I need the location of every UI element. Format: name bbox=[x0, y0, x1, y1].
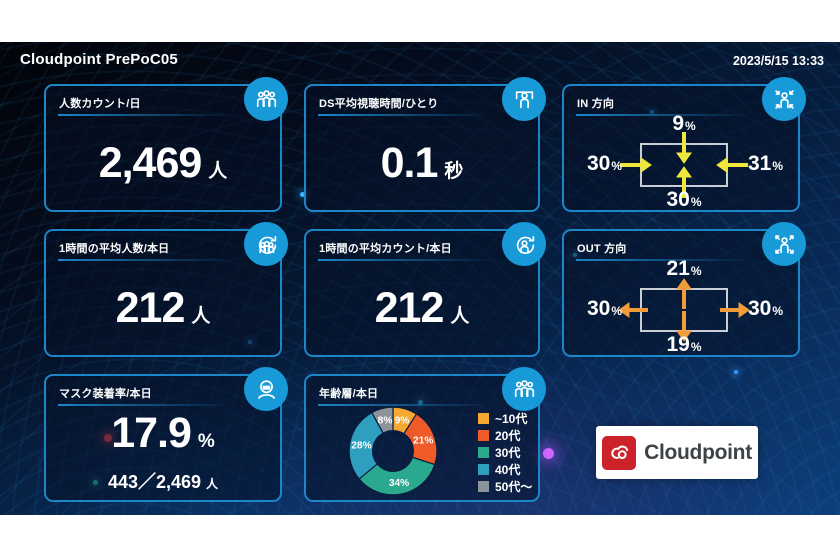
title-underline bbox=[576, 114, 744, 116]
ds-view-time-unit: 秒 bbox=[444, 160, 464, 182]
title-underline bbox=[318, 404, 484, 406]
donut-slice-label: 34% bbox=[389, 478, 409, 489]
legend-swatch bbox=[478, 481, 489, 492]
card-age-group: 年齢層/本日 9% 21% 34% 28% 8% ~10代 20代 30代 40代 50代～ bbox=[304, 367, 546, 502]
donut-slice-label: 9% bbox=[395, 416, 410, 427]
dashboard-canvas: Cloudpoint PrePoC05 2023/5/15 13:33 人数カウ… bbox=[0, 42, 840, 515]
in-right-percent: 31% bbox=[748, 152, 784, 175]
card-title: OUT 方向 bbox=[577, 243, 627, 255]
cloudpoint-logo-icon bbox=[602, 435, 637, 470]
legend-item: 30代 bbox=[478, 446, 532, 460]
legend-item: 20代 bbox=[478, 429, 532, 443]
title-underline bbox=[576, 259, 744, 261]
card-hourly-avg-count: 1時間の平均カウント/本日 212 人 bbox=[304, 222, 546, 357]
out-right-percent: 30% bbox=[748, 297, 784, 320]
person-refresh-icon bbox=[502, 222, 546, 266]
card-title: 1時間の平均人数/本日 bbox=[59, 243, 170, 255]
people-group-icon bbox=[244, 77, 288, 121]
out-bottom-percent: 19% bbox=[666, 333, 702, 356]
donut-slice-label: 8% bbox=[378, 415, 393, 426]
card-out-direction: OUT 方向 21% 30% 30% 19% bbox=[562, 222, 806, 357]
in-left-percent: 30% bbox=[586, 152, 622, 175]
legend-item: 40代 bbox=[478, 463, 532, 477]
people-count-value: 2,469 bbox=[98, 138, 203, 187]
page-title: Cloudpoint PrePoC05 bbox=[20, 51, 178, 68]
legend-item: ~10代 bbox=[478, 412, 532, 426]
donut-slice bbox=[358, 456, 436, 496]
card-in-direction: IN 方向 9% 30% 31% 30% bbox=[562, 77, 806, 212]
card-ds-view-time: DS平均視聴時間/ひとり 0.1 秒 bbox=[304, 77, 546, 212]
out-left-percent: 30% bbox=[586, 297, 622, 320]
mask-face-icon bbox=[244, 367, 288, 411]
legend-label: 20代 bbox=[495, 429, 521, 443]
glow-dot bbox=[543, 448, 554, 459]
person-arrows-in-icon bbox=[762, 77, 806, 121]
card-title: 年齢層/本日 bbox=[319, 388, 379, 400]
legend-label: 30代 bbox=[495, 446, 521, 460]
card-title: IN 方向 bbox=[577, 98, 615, 110]
legend-label: ~10代 bbox=[495, 412, 528, 426]
out-direction-diagram bbox=[618, 278, 750, 342]
out-top-percent: 21% bbox=[666, 257, 702, 280]
datetime-label: 2023/5/15 13:33 bbox=[732, 54, 824, 68]
legend-label: 50代～ bbox=[495, 480, 533, 494]
card-people-count: 人数カウント/日 2,469 人 bbox=[44, 77, 288, 212]
age-legend: ~10代 20代 30代 40代 50代～ bbox=[478, 412, 533, 494]
mask-rate-unit: % bbox=[197, 430, 215, 452]
donut-slice-label: 21% bbox=[413, 436, 433, 447]
card-hourly-avg-people: 1時間の平均人数/本日 212 人 bbox=[44, 222, 288, 357]
card-title: 人数カウント/日 bbox=[59, 98, 141, 110]
donut-slice bbox=[371, 406, 394, 434]
in-direction-diagram bbox=[620, 132, 748, 198]
person-arrows-out-icon bbox=[762, 222, 806, 266]
legend-item: 50代～ bbox=[478, 480, 533, 494]
mask-rate-fraction: 443／2,469 人 bbox=[107, 472, 219, 492]
title-underline bbox=[58, 259, 226, 261]
people-count-unit: 人 bbox=[208, 160, 228, 182]
in-bottom-percent: 30% bbox=[666, 188, 702, 211]
legend-swatch bbox=[478, 430, 489, 441]
glow-dot bbox=[734, 370, 738, 374]
legend-swatch bbox=[478, 447, 489, 458]
ds-view-time-value: 0.1 bbox=[380, 138, 439, 187]
people-group-icon bbox=[502, 367, 546, 411]
hourly-avg-count-value: 212 bbox=[374, 283, 445, 332]
card-title: マスク装着率/本日 bbox=[59, 388, 152, 400]
card-mask-rate: マスク装着率/本日 17.9 % 443／2,469 人 bbox=[44, 367, 288, 502]
donut-slice-label: 28% bbox=[351, 441, 371, 452]
legend-swatch bbox=[478, 464, 489, 475]
title-underline bbox=[58, 114, 226, 116]
title-underline bbox=[58, 404, 226, 406]
mask-rate-value: 17.9 bbox=[111, 408, 192, 457]
age-donut-chart: 9%21% 34% 28% 8% bbox=[348, 406, 438, 496]
title-underline bbox=[318, 114, 484, 116]
hourly-avg-people-unit: 人 bbox=[191, 305, 211, 327]
legend-swatch bbox=[478, 413, 489, 424]
card-title: 1時間の平均カウント/本日 bbox=[319, 243, 452, 255]
in-top-percent: 9% bbox=[672, 112, 696, 135]
hourly-avg-people-value: 212 bbox=[115, 283, 186, 332]
title-underline bbox=[318, 259, 484, 261]
legend-label: 40代 bbox=[495, 463, 521, 477]
cloudpoint-logo-text: Cloudpoint bbox=[644, 440, 752, 464]
display-person-icon bbox=[502, 77, 546, 121]
people-refresh-icon bbox=[244, 222, 288, 266]
hourly-avg-count-unit: 人 bbox=[450, 305, 470, 327]
card-title: DS平均視聴時間/ひとり bbox=[319, 98, 439, 110]
cloudpoint-logo: Cloudpoint bbox=[596, 426, 758, 479]
